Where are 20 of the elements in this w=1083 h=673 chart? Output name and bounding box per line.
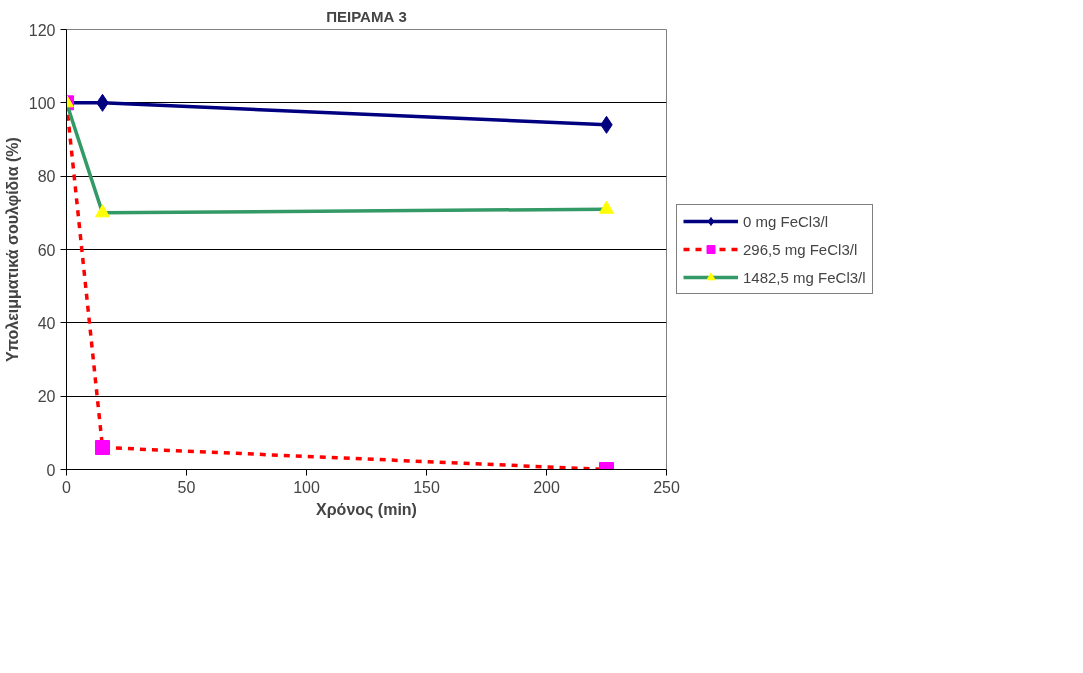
- y-tick-label: 120: [28, 21, 56, 39]
- y-tick-label: 0: [46, 461, 56, 479]
- y-tick-label: 40: [37, 314, 56, 332]
- x-tick-label: 200: [533, 478, 560, 496]
- y-axis-title: Υπολειμματικά σουλφίδια (%): [3, 137, 21, 362]
- legend-label: 0 mg FeCl3/l: [743, 212, 829, 230]
- y-tick-label: 100: [28, 94, 56, 112]
- y-tick-label: 80: [37, 168, 56, 186]
- x-tick-label: 50: [177, 478, 196, 496]
- x-tick-label: 150: [413, 478, 440, 496]
- y-tick-label: 60: [37, 241, 56, 259]
- legend-label: 1482,5 mg FeCl3/l: [743, 268, 866, 286]
- point: [599, 200, 614, 214]
- x-tick-label: 250: [653, 478, 680, 496]
- chart-title: ΠΕΙΡΑΜΑ 3: [326, 7, 407, 25]
- y-tick-label: 20: [37, 388, 56, 406]
- x-axis-title: Χρόνος (min): [316, 500, 417, 519]
- x-tick-label: 100: [293, 478, 320, 496]
- x-tick-label: 0: [62, 478, 72, 496]
- legend-label: 296,5 mg FeCl3/l: [743, 240, 858, 258]
